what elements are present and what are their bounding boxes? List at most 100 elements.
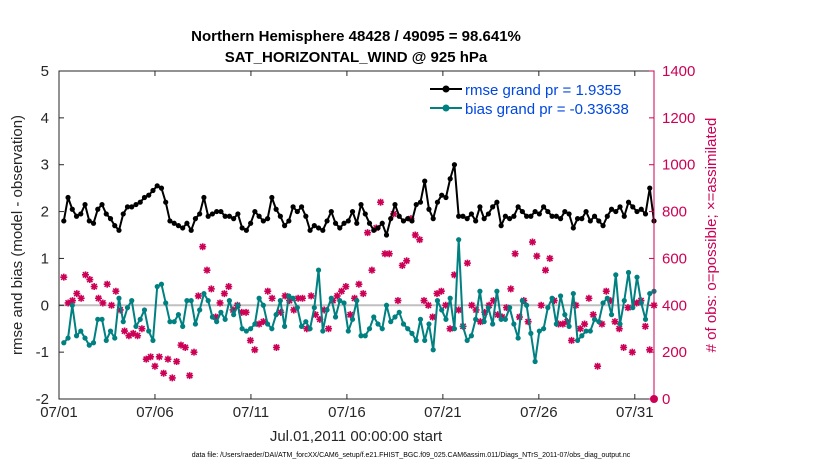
rmse-point [86, 218, 92, 224]
obs-point [641, 322, 649, 330]
rmse-point [354, 220, 360, 226]
bias-point [426, 321, 432, 327]
bias-point [625, 269, 632, 276]
bias-point [303, 319, 309, 325]
obs-point [212, 313, 220, 321]
rmse-point [307, 227, 313, 233]
bias-point [120, 319, 126, 325]
bias-point [630, 305, 636, 311]
chart-subtitle: SAT_HORIZONTAL_WIND @ 925 hPa [225, 49, 488, 66]
obs-point [316, 315, 324, 323]
obs-point [303, 325, 311, 333]
obs-point [277, 308, 285, 316]
obs-point [424, 301, 432, 309]
bias-point [566, 323, 572, 329]
obs-point [342, 283, 350, 291]
rmse-point [61, 218, 67, 224]
rmse-point [78, 211, 84, 217]
obs-point [594, 362, 602, 370]
rmse-point [477, 204, 483, 210]
rmse-point [464, 216, 470, 222]
obs-point [138, 325, 146, 333]
rmse-point [243, 227, 249, 233]
bias-point [430, 347, 436, 353]
bias-point [524, 302, 530, 308]
bias-point [78, 328, 84, 334]
bias-point [332, 314, 339, 320]
obs-point [325, 325, 333, 333]
obs-point [216, 299, 224, 307]
bias-point [188, 298, 194, 304]
obs-point [433, 290, 441, 298]
obs-point [285, 297, 293, 305]
bias-point [324, 307, 330, 313]
legend: rmse grand pr = 1.9355 bias grand pr = -… [430, 82, 629, 118]
obs-point [568, 336, 576, 344]
obs-point [615, 325, 623, 333]
rmse-point [570, 225, 576, 231]
bias-point [562, 312, 568, 318]
obs-point [511, 250, 519, 258]
obs-point [199, 243, 207, 251]
bias-point [265, 321, 271, 327]
obs-point [129, 329, 137, 337]
obs-point [377, 198, 385, 206]
bias-point [197, 307, 203, 313]
bias-point [460, 323, 466, 329]
rmse-point [634, 208, 640, 215]
obs-point [572, 301, 580, 309]
obs-point [533, 252, 541, 260]
bias-point [608, 312, 615, 318]
rmse-point [303, 213, 309, 219]
bias-point [158, 281, 165, 287]
bias-point [396, 309, 402, 315]
rmse-point [392, 201, 398, 208]
rmse-point [396, 213, 402, 219]
rmse-point [502, 213, 508, 219]
rmse-point [366, 220, 373, 226]
rmse-point [600, 223, 606, 229]
rmse-point [485, 211, 492, 217]
obs-point [346, 311, 354, 319]
rmse-point [150, 187, 156, 194]
bias-point [235, 302, 241, 308]
rmse-point [205, 213, 211, 219]
bias-point [167, 319, 173, 325]
obs-point [81, 271, 89, 279]
y-tick-label: 2 [41, 204, 49, 221]
bias-point [583, 328, 589, 334]
y2-tick-label: 1400 [662, 63, 695, 80]
obs-point [255, 320, 263, 328]
x-tick-label: 07/21 [424, 404, 462, 421]
bias-point [260, 302, 266, 308]
rmse-point [400, 218, 407, 224]
obs-point [290, 306, 298, 314]
rmse-point [95, 206, 101, 212]
rmse-point [532, 208, 538, 215]
x-tick-label: 07/06 [136, 404, 174, 421]
obs-point [633, 299, 641, 307]
bias-point [417, 316, 424, 322]
bias-point [507, 305, 513, 311]
bias-point [175, 312, 182, 318]
obs-point [307, 292, 315, 300]
bias-point [541, 326, 547, 332]
obs-point [546, 254, 554, 262]
rmse-point [167, 218, 173, 224]
y2-tick-label: 800 [662, 204, 687, 221]
bias-point [596, 319, 602, 325]
bias-point [95, 316, 101, 322]
bias-point [222, 316, 228, 322]
obs-point [351, 294, 359, 302]
obs-point [220, 290, 228, 298]
rmse-point [583, 208, 589, 215]
obs-point [450, 271, 458, 279]
bias-point [154, 283, 160, 290]
bias-point [201, 290, 207, 297]
rmse-point [638, 206, 644, 212]
rmse-point [574, 216, 581, 222]
bias-point [600, 300, 606, 306]
bias-point [570, 290, 576, 297]
bias-point [209, 314, 216, 320]
